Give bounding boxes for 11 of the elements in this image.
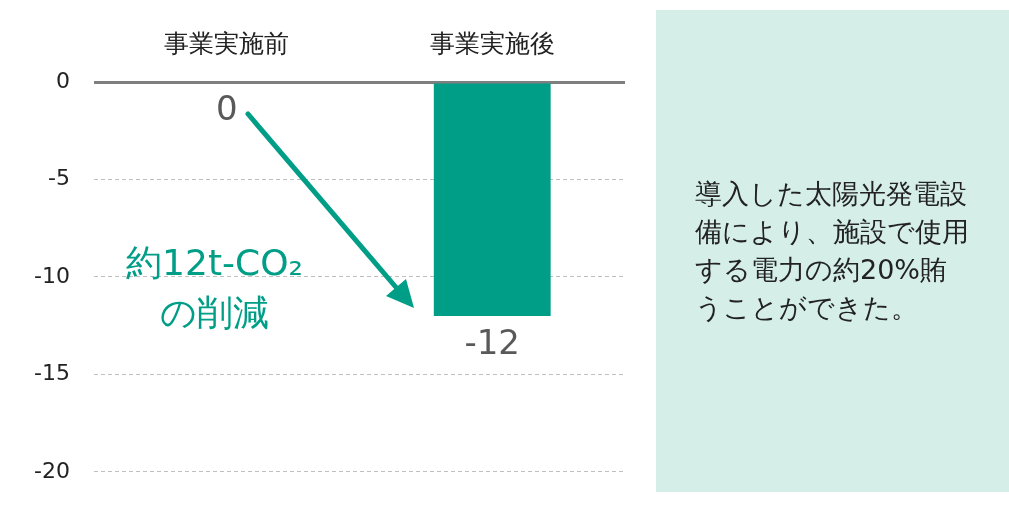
y-tick-label: -5 xyxy=(48,165,70,191)
y-tick-label: -20 xyxy=(34,457,70,483)
x-tick-label: 事業実施前 xyxy=(164,28,290,58)
y-tick-label: -10 xyxy=(34,262,70,288)
y-tick-label: 0 xyxy=(55,67,70,93)
text: 導入した太陽光発電設備により、施設で使用する電力の約20%賄うことができた。 xyxy=(695,177,970,325)
x-tick-label: 事業実施後 xyxy=(429,28,555,58)
annotation: 約12t-CO₂の削減 xyxy=(125,241,304,335)
y-tick-label: -15 xyxy=(34,360,70,386)
data-label: 0 xyxy=(215,87,238,128)
data-label: -12 xyxy=(464,321,521,362)
